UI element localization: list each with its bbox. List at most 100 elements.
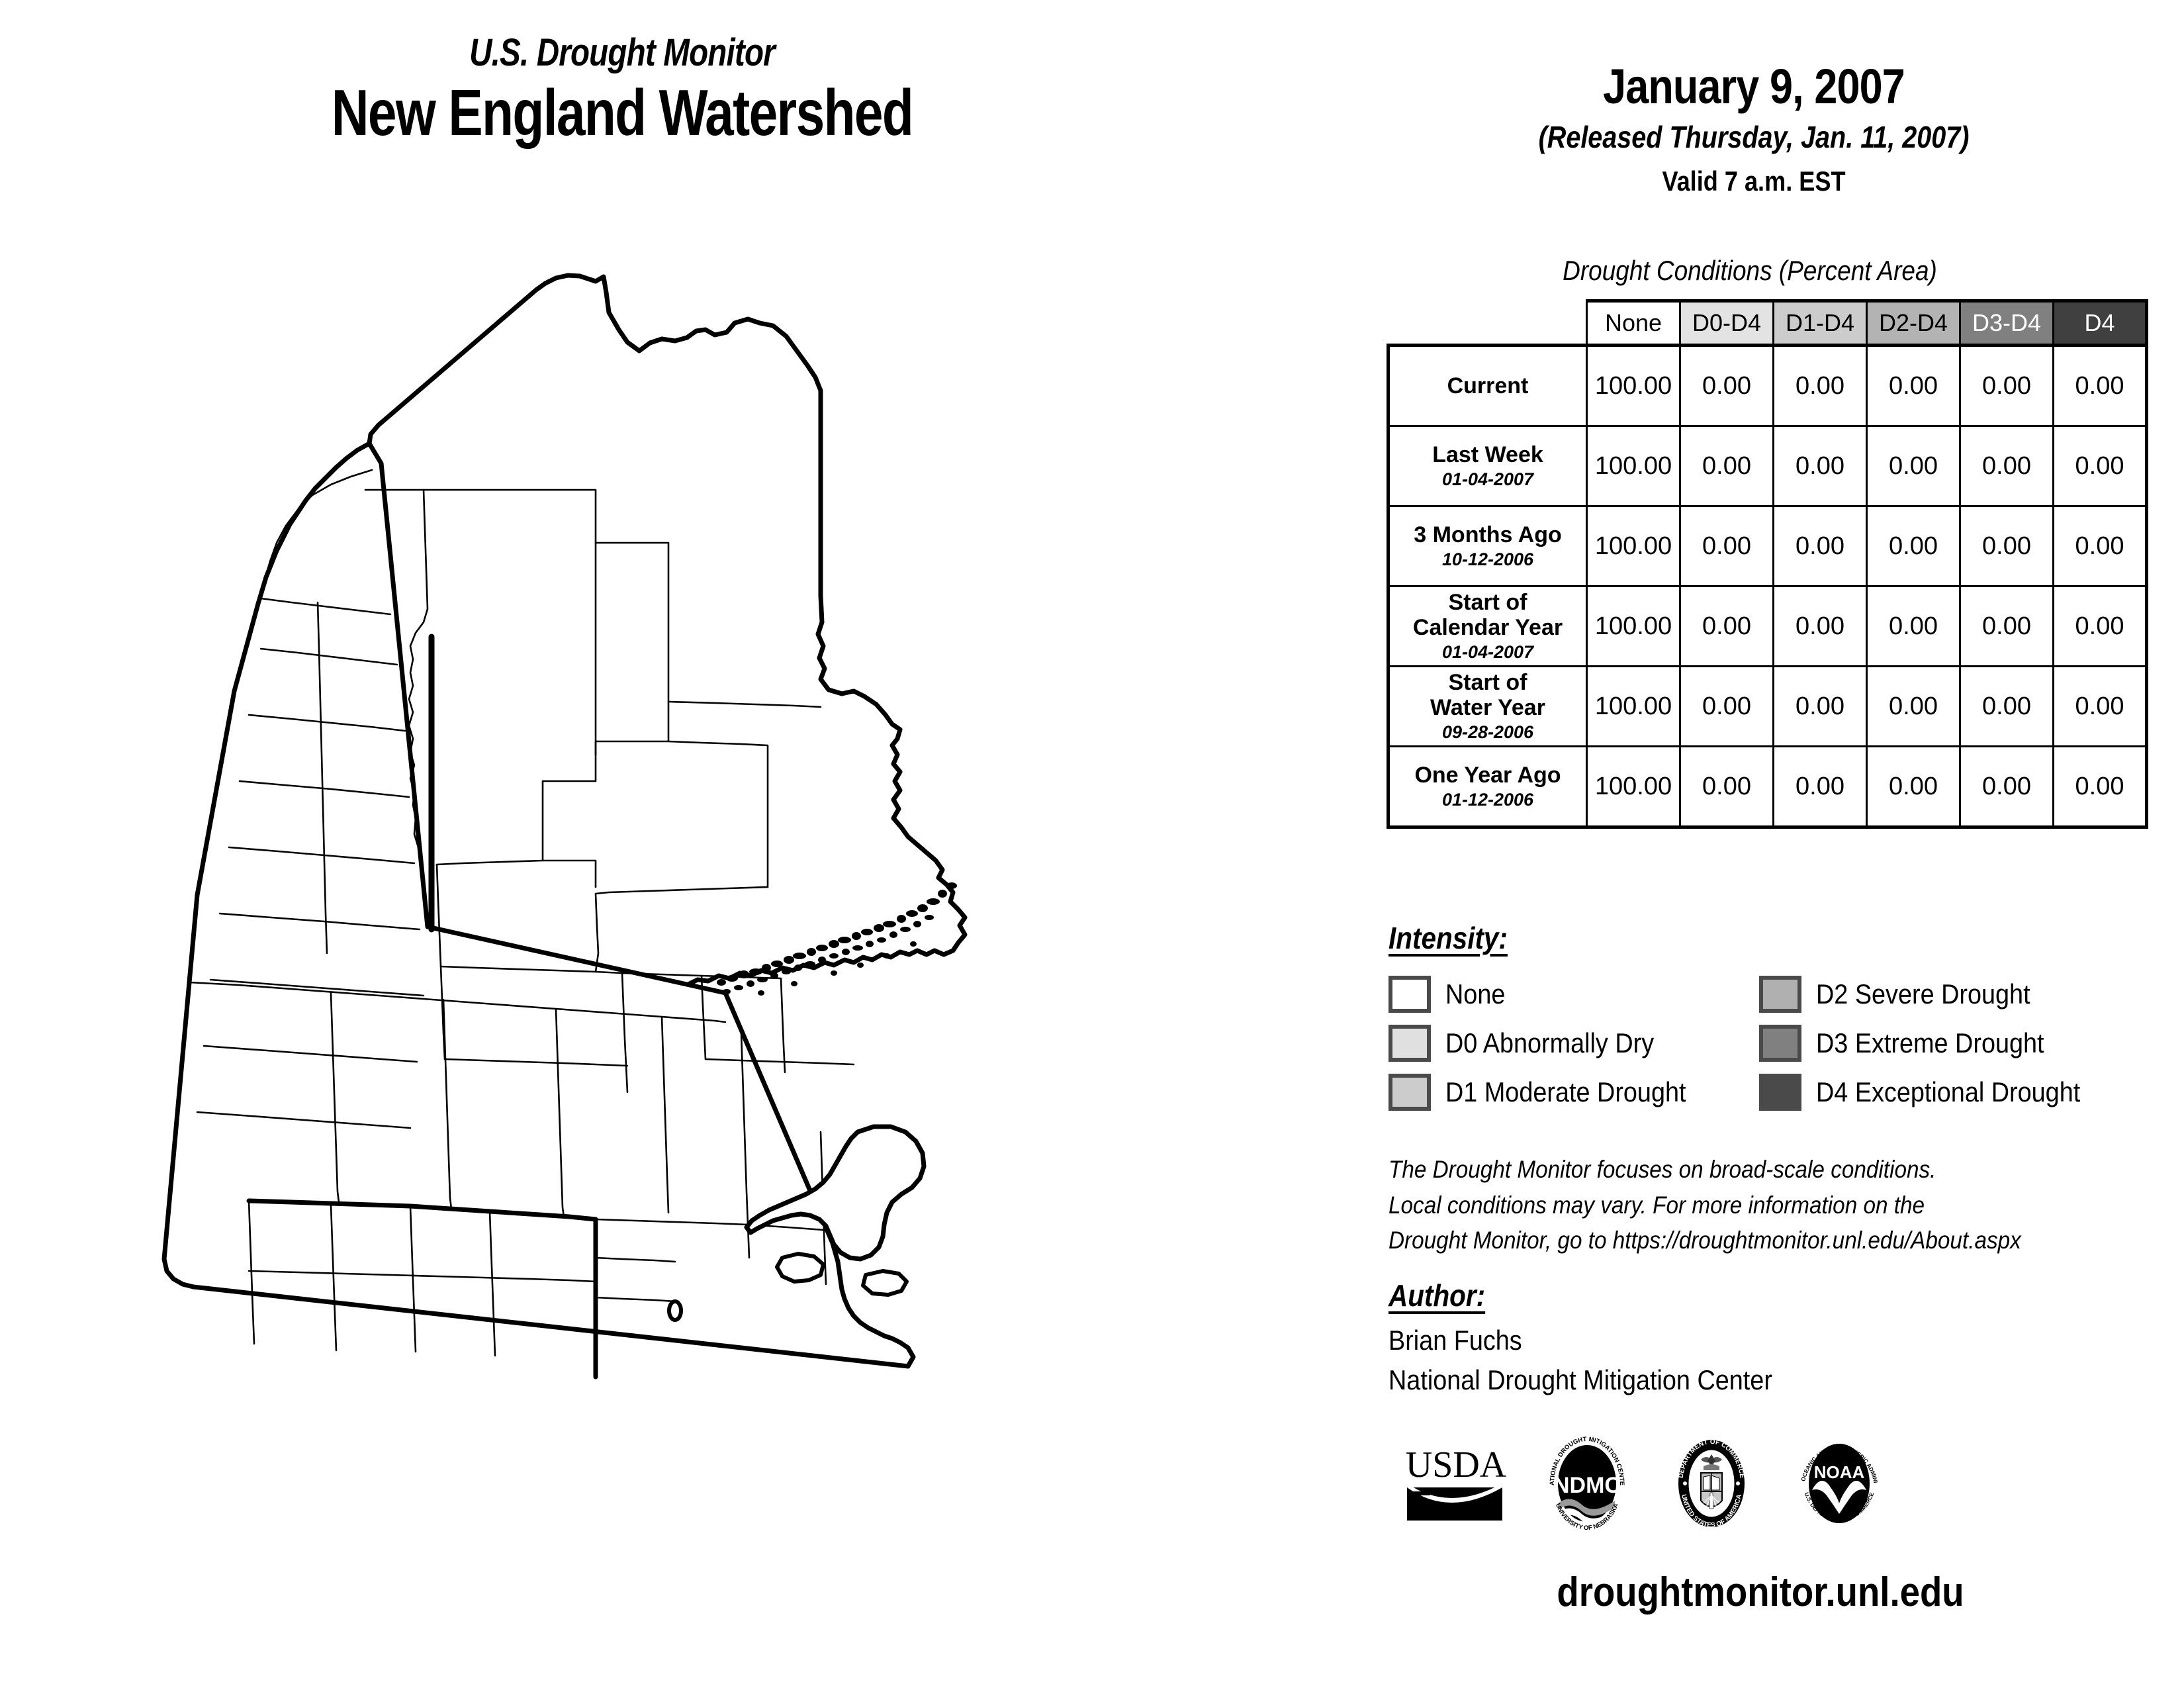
intensity-legend: None D2 Severe Drought D0 Abnormally Dry D3…	[1388, 970, 2156, 1117]
row-label-date: 01-04-2007	[1441, 642, 1534, 663]
cell-value: 0.00	[1866, 585, 1961, 667]
cell-value: 100.00	[1586, 344, 1681, 427]
block-island	[667, 1299, 683, 1322]
cell-value: 0.00	[1772, 505, 1868, 587]
cell-value: 0.00	[1679, 505, 1774, 587]
disclaimer-line: The Drought Monitor focuses on broad-sca…	[1388, 1156, 1936, 1183]
table-body: Current 100.00 0.00 0.00 0.00 0.00 0.00 Last We…	[1387, 344, 2148, 829]
row-label-name: Start of Water Year	[1430, 670, 1545, 721]
cell-value: 0.00	[2052, 585, 2148, 667]
row-label-date: 09-28-2006	[1441, 722, 1534, 743]
table-row: Start of Calendar Year 01-04-2007 100.00 0.0…	[1387, 585, 2148, 667]
table-row: Last Week 01-04-2007 100.00 0.00 0.00 0.00 0.0…	[1387, 425, 2148, 507]
legend-swatch-d1	[1388, 1074, 1431, 1111]
valid-time: Valid 7 a.m. EST	[1662, 165, 1846, 197]
row-label: 3 Months Ago 10-12-2006	[1387, 505, 1588, 587]
cell-value: 0.00	[1679, 665, 1774, 747]
map-panel: U.S. Drought Monitor New England Watersh…	[0, 31, 1244, 1523]
column-header-d3-d4: D3-D4	[1959, 299, 2054, 346]
cell-value: 0.00	[1959, 344, 2054, 427]
author-affiliation: National Drought Mitigation Center	[1388, 1364, 1772, 1395]
cell-value: 0.00	[1772, 344, 1868, 427]
cell-value: 0.00	[1959, 505, 2054, 587]
legend-label: D0 Abnormally Dry	[1445, 1027, 1655, 1058]
date-block: January 9, 2007 (Released Thursday, Jan.…	[1363, 60, 2144, 199]
ndmc-logo: NDMC NATIONAL DROUGHT MITIGATION CENTER …	[1539, 1427, 1633, 1534]
author-name: Brian Fuchs	[1388, 1325, 1522, 1356]
map-svg	[161, 273, 968, 1380]
legend-swatch-d4	[1759, 1074, 1801, 1111]
disclaimer-text: The Drought Monitor focuses on broad-sca…	[1388, 1152, 2097, 1258]
legend-item-d2: D2 Severe Drought	[1759, 976, 2156, 1013]
table-header-row: None D0-D4 D1-D4 D2-D4 D3-D4 D4	[1388, 299, 2148, 346]
legend-swatch-d0	[1388, 1025, 1431, 1062]
column-header-d1-d4: D1-D4	[1772, 299, 1868, 346]
cell-value: 0.00	[1866, 425, 1961, 507]
row-label-date: 01-12-2006	[1441, 790, 1534, 810]
intensity-heading: Intensity:	[1388, 921, 1508, 955]
legend-item-none: None	[1388, 976, 1759, 1013]
cell-value: 0.00	[1679, 425, 1774, 507]
disclaimer-line: Local conditions may vary. For more info…	[1388, 1191, 1925, 1219]
legend-swatch-none	[1388, 976, 1431, 1013]
column-header-d2-d4: D2-D4	[1866, 299, 1961, 346]
massachusetts-connecticut-state-line	[246, 1198, 598, 1222]
legend-swatch-d2	[1759, 976, 1801, 1013]
svg-text:NDMC: NDMC	[1553, 1473, 1621, 1498]
column-header-d0-d4: D0-D4	[1679, 299, 1774, 346]
nantucket	[861, 1269, 909, 1297]
table-row: Current 100.00 0.00 0.00 0.00 0.00 0.00	[1387, 344, 2148, 427]
table-corner-cell	[1388, 301, 1587, 346]
cape-cod	[744, 1124, 927, 1262]
row-label: Start of Calendar Year 01-04-2007	[1387, 585, 1588, 667]
column-header-none: None	[1586, 299, 1681, 346]
legend-item-d3: D3 Extreme Drought	[1759, 1025, 2156, 1062]
cell-value: 0.00	[1959, 665, 2054, 747]
southern-new-england-outline	[161, 441, 916, 1369]
agency-logos: USDA NDMC NATIONAL DROUGHT MITIGATION CE	[1383, 1420, 2164, 1546]
legend-label: None	[1445, 978, 1506, 1009]
row-label-name: 3 Months Ago	[1414, 522, 1562, 548]
marthas-vineyard	[775, 1252, 825, 1284]
cell-value: 0.00	[1772, 665, 1868, 747]
cell-value: 0.00	[1772, 585, 1868, 667]
footer-url[interactable]: droughtmonitor.unl.edu	[1557, 1570, 1964, 1615]
cell-value: 0.00	[1959, 585, 2054, 667]
author-heading: Author:	[1388, 1278, 1486, 1313]
cell-value: 0.00	[1679, 344, 1774, 427]
row-label-date: 10-12-2006	[1441, 549, 1534, 570]
usda-logo: USDA	[1403, 1438, 1509, 1528]
info-panel: January 9, 2007 (Released Thursday, Jan.…	[1363, 0, 2184, 1688]
title-block: U.S. Drought Monitor New England Watersh…	[0, 31, 1244, 149]
row-label-name: Last Week	[1432, 442, 1543, 468]
legend-label: D2 Severe Drought	[1816, 978, 2030, 1009]
row-label: One Year Ago 01-12-2006	[1387, 745, 1588, 829]
drought-conditions-table: None D0-D4 D1-D4 D2-D4 D3-D4 D4 Current 100.00…	[1387, 299, 2148, 829]
cell-value: 0.00	[1866, 745, 1961, 829]
cell-value: 100.00	[1586, 585, 1681, 667]
cell-value: 0.00	[1959, 425, 2054, 507]
cell-value: 0.00	[2052, 745, 2148, 829]
legend-item-d0: D0 Abnormally Dry	[1388, 1025, 1759, 1062]
svg-text:NOAA: NOAA	[1814, 1462, 1865, 1482]
table-row: 3 Months Ago 10-12-2006 100.00 0.00 0.00 0.00…	[1387, 505, 2148, 587]
department-of-commerce-seal: DEPARTMENT OF COMMERCE UNITED STATES OF …	[1665, 1432, 1758, 1534]
cell-value: 0.00	[1866, 344, 1961, 427]
cell-value: 0.00	[1679, 585, 1774, 667]
row-label: Current	[1387, 344, 1588, 427]
cell-value: 0.00	[1866, 505, 1961, 587]
row-label-date: 01-04-2007	[1441, 469, 1534, 490]
new-england-watershed-map[interactable]	[132, 252, 1205, 1523]
legend-item-d1: D1 Moderate Drought	[1388, 1074, 1759, 1111]
valid-date: January 9, 2007	[1603, 59, 1905, 114]
cell-value: 0.00	[1772, 425, 1868, 507]
coastal-islands	[717, 882, 957, 996]
program-title: U.S. Drought Monitor	[469, 31, 776, 74]
cell-value: 0.00	[2052, 665, 2148, 747]
cell-value: 100.00	[1586, 505, 1681, 587]
row-label-name: Start of Calendar Year	[1412, 590, 1563, 641]
cell-value: 100.00	[1586, 425, 1681, 507]
legend-label: D1 Moderate Drought	[1445, 1076, 1686, 1107]
cell-value: 0.00	[1959, 745, 2054, 829]
row-label: Last Week 01-04-2007	[1387, 425, 1588, 507]
